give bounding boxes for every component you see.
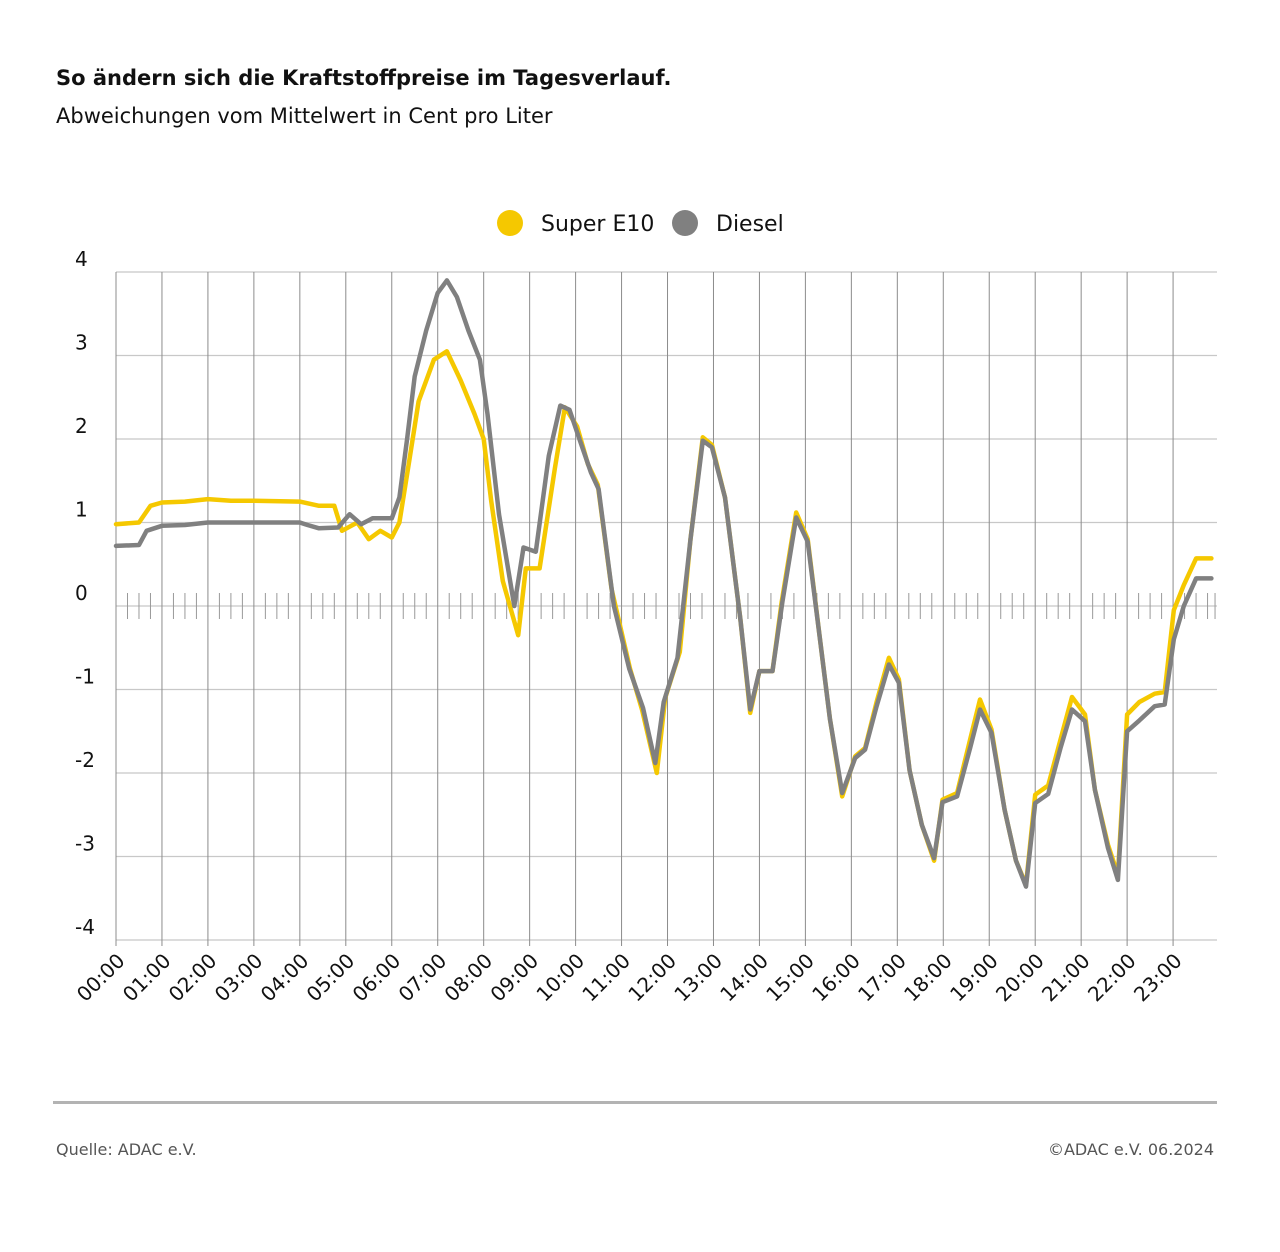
legend-marker-icon <box>672 210 698 236</box>
x-tick-label: 01:00 <box>118 949 176 1007</box>
series-line-diesel <box>113 278 1214 889</box>
x-tick-label: 04:00 <box>256 949 314 1007</box>
footer-divider <box>53 1101 1217 1104</box>
x-tick-label: 14:00 <box>715 949 773 1007</box>
x-tick-label: 10:00 <box>531 949 589 1007</box>
x-tick-label: 00:00 <box>72 949 130 1007</box>
x-tick-label: 11:00 <box>577 949 635 1007</box>
x-tick-label: 19:00 <box>945 949 1003 1007</box>
y-tick-label: 4 <box>75 247 88 271</box>
x-tick-label: 02:00 <box>164 949 222 1007</box>
y-tick-label: -3 <box>75 832 95 856</box>
x-tick-label: 08:00 <box>439 949 497 1007</box>
x-tick-label: 18:00 <box>899 949 957 1007</box>
x-tick-label: 17:00 <box>853 949 911 1007</box>
legend-label: Super E10 <box>541 212 654 237</box>
x-tick-label: 05:00 <box>302 949 360 1007</box>
x-tick-label: 16:00 <box>807 949 865 1007</box>
copyright-text: ©ADAC e.V. 06.2024 <box>1047 1140 1214 1159</box>
chart-subtitle: Abweichungen vom Mittelwert in Cent pro … <box>56 104 553 128</box>
x-tick-label: 21:00 <box>1037 949 1095 1007</box>
y-tick-label: -1 <box>75 665 95 689</box>
y-tick-label: 3 <box>75 331 88 355</box>
x-tick-label: 09:00 <box>485 949 543 1007</box>
x-tick-label: 15:00 <box>761 949 819 1007</box>
x-tick-label: 13:00 <box>669 949 727 1007</box>
x-tick-label: 07:00 <box>394 949 452 1007</box>
chart-title: So ändern sich die Kraftstoffpreise im T… <box>56 66 672 90</box>
x-tick-label: 12:00 <box>623 949 681 1007</box>
legend-label: Diesel <box>716 212 784 237</box>
legend-marker-icon <box>497 210 523 236</box>
x-tick-label: 06:00 <box>348 949 406 1007</box>
x-tick-label: 20:00 <box>991 949 1049 1007</box>
x-tick-label: 23:00 <box>1129 949 1187 1007</box>
y-tick-label: 0 <box>75 581 88 605</box>
y-tick-label: -2 <box>75 748 95 772</box>
x-tick-label: 22:00 <box>1083 949 1141 1007</box>
source-text: Quelle: ADAC e.V. <box>56 1140 197 1159</box>
x-tick-label: 03:00 <box>210 949 268 1007</box>
y-tick-label: 2 <box>75 414 88 438</box>
y-tick-label: 1 <box>75 498 88 522</box>
y-tick-label: -4 <box>75 915 95 939</box>
